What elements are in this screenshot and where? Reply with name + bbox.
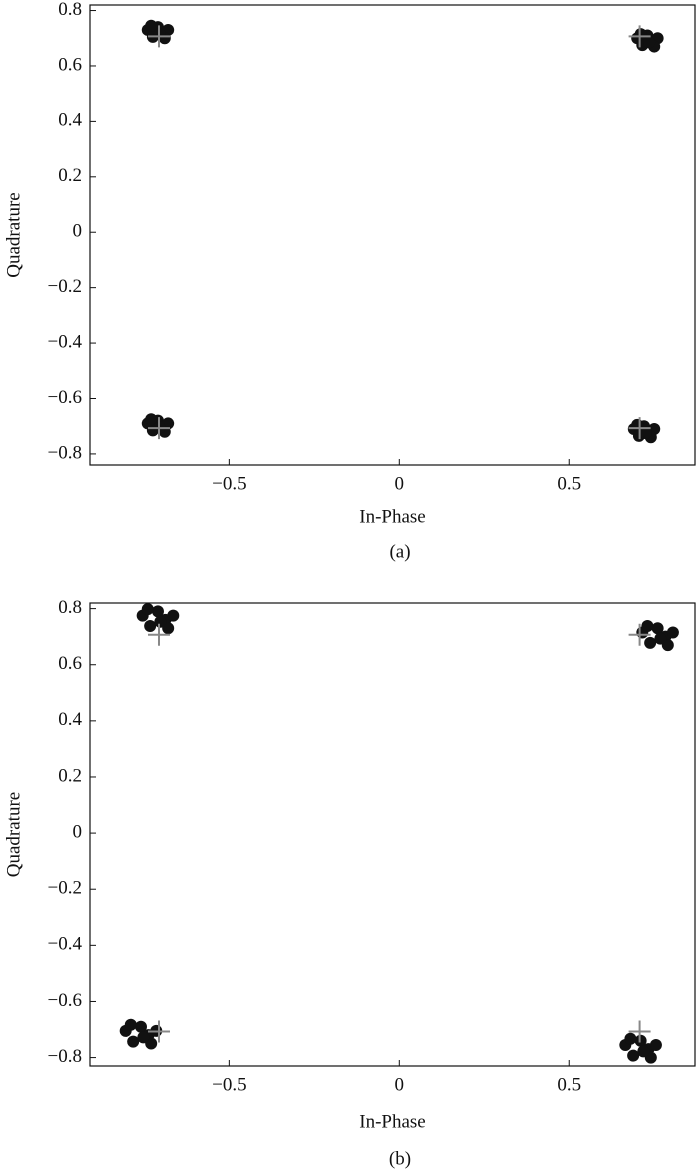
data-point xyxy=(154,615,167,628)
reference-point xyxy=(628,1020,651,1043)
data-point xyxy=(639,427,652,440)
y-tick-label: −0.6 xyxy=(48,387,82,408)
reference-point xyxy=(628,417,651,440)
y-tick-label: −0.2 xyxy=(48,276,82,297)
y-tick-label: 0.8 xyxy=(58,597,82,618)
y-tick-label: −0.4 xyxy=(48,331,83,352)
y-tick-label: 0.4 xyxy=(58,709,82,730)
plot-frame xyxy=(89,602,696,1067)
y-tick-label: 0.6 xyxy=(58,653,82,674)
x-tick-label: −0.5 xyxy=(212,473,246,494)
reference-point xyxy=(628,25,651,48)
y-tick-label: 0 xyxy=(73,221,83,242)
y-tick-label: −0.6 xyxy=(48,990,82,1011)
y-axis-label: Quadrature xyxy=(3,792,24,877)
data-point xyxy=(145,413,158,426)
data-point xyxy=(151,605,164,618)
y-tick-label: 0 xyxy=(73,821,83,842)
y-tick-label: −0.4 xyxy=(48,934,83,955)
y-tick-label: 0.6 xyxy=(58,54,82,75)
x-tick-label: −0.5 xyxy=(212,1074,246,1095)
data-point xyxy=(654,632,667,645)
data-point xyxy=(637,1045,650,1058)
data-point xyxy=(644,636,657,649)
data-point xyxy=(127,1035,140,1048)
y-tick-label: 0.2 xyxy=(58,165,82,186)
reference-point xyxy=(628,623,651,646)
x-tick-label: 0 xyxy=(395,473,405,494)
reference-point xyxy=(147,25,170,48)
x-axis-label: In-Phase xyxy=(359,1111,425,1132)
data-point xyxy=(624,1032,637,1045)
caption: (b) xyxy=(389,1148,411,1169)
data-point xyxy=(167,609,180,622)
data-point xyxy=(641,620,654,633)
x-axis-label: In-Phase xyxy=(359,506,425,527)
y-tick-label: 0.8 xyxy=(58,0,82,20)
data-point xyxy=(141,603,154,616)
data-point xyxy=(634,1034,647,1047)
reference-point xyxy=(147,417,170,440)
y-tick-label: 0.4 xyxy=(58,110,82,131)
y-tick-label: −0.8 xyxy=(48,1046,82,1067)
x-tick-label: 0 xyxy=(395,1074,405,1095)
plot-frame xyxy=(89,4,696,466)
y-tick-label: 0.2 xyxy=(58,765,82,786)
data-point xyxy=(666,626,679,639)
data-point xyxy=(144,620,157,633)
data-point xyxy=(627,1049,640,1062)
data-point xyxy=(124,1018,137,1031)
y-tick-label: −0.2 xyxy=(48,878,82,899)
y-tick-label: −0.8 xyxy=(48,442,82,463)
x-tick-label: 0.5 xyxy=(557,1074,581,1095)
y-axis-label: Quadrature xyxy=(3,192,24,277)
reference-point xyxy=(147,1020,170,1043)
data-point xyxy=(643,36,656,49)
data-point xyxy=(145,19,158,32)
data-point xyxy=(651,622,664,635)
caption: (a) xyxy=(389,541,410,562)
data-point xyxy=(649,1038,662,1051)
reference-point xyxy=(147,623,170,646)
data-point xyxy=(134,1020,147,1033)
data-point xyxy=(137,1031,150,1044)
x-tick-label: 0.5 xyxy=(557,473,581,494)
